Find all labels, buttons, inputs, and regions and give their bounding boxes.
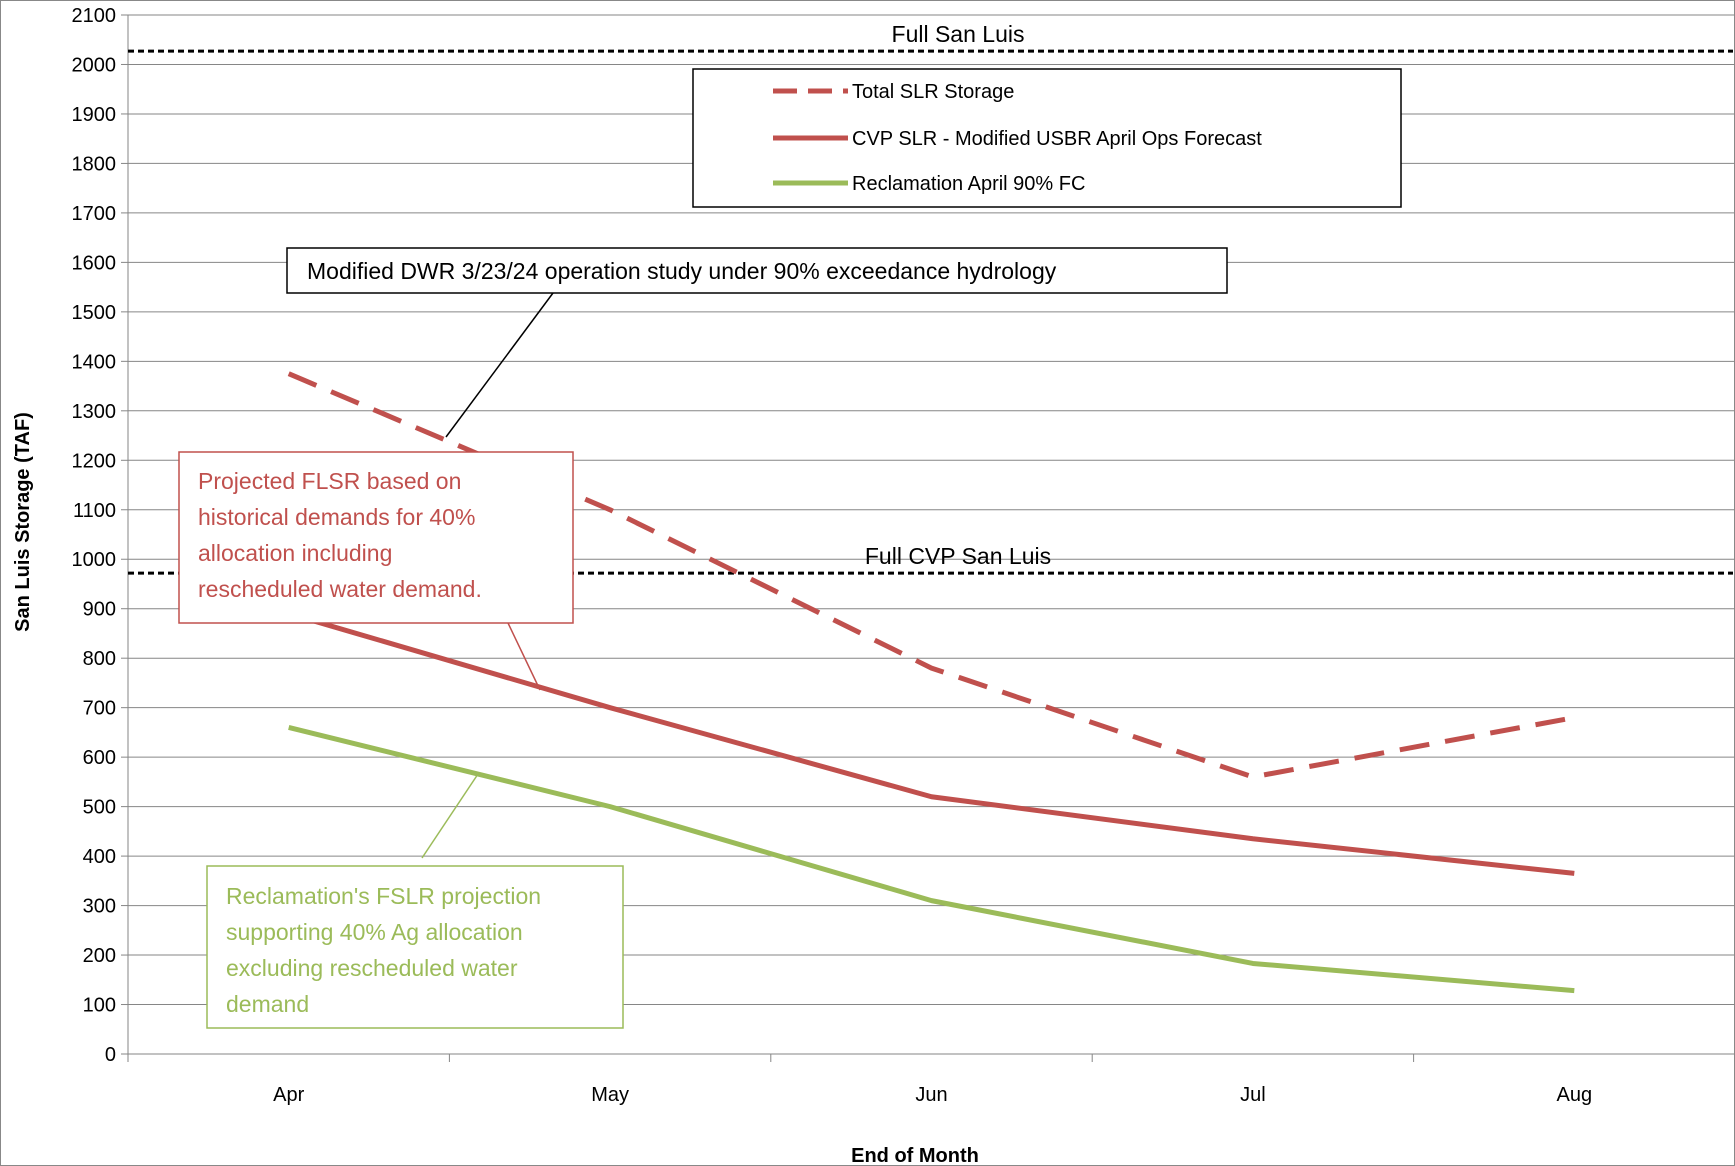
y-tick-label: 2000 [72, 54, 117, 76]
callout-text: rescheduled water demand. [198, 576, 482, 602]
y-tick-label: 300 [83, 896, 116, 918]
callout-text: Projected FLSR based on [198, 468, 461, 494]
y-tick-label: 1500 [72, 302, 117, 324]
x-tick-label: Apr [273, 1084, 304, 1106]
y-tick-label: 500 [83, 797, 116, 819]
y-tick-label: 1400 [72, 351, 117, 373]
y-axis-title: San Luis Storage (TAF) [12, 412, 34, 632]
y-tick-label: 1200 [72, 450, 117, 472]
y-tick-label: 700 [83, 698, 116, 720]
y-tick-label: 800 [83, 648, 116, 670]
y-tick-label: 1600 [72, 252, 117, 274]
callout-box [178, 451, 574, 624]
y-tick-label: 0 [105, 1044, 116, 1066]
callout-box [286, 247, 1228, 294]
callout-box [206, 865, 624, 1029]
callout-connector [507, 622, 541, 691]
x-tick-label: Jul [1240, 1084, 1266, 1106]
callout-connector [445, 292, 554, 438]
series-line [288, 725, 1575, 994]
y-tick-label: 1100 [73, 500, 116, 522]
series-line [287, 611, 1575, 876]
annotations: Modified DWR 3/23/24 operation study und… [178, 247, 1228, 1029]
x-tick-label: Aug [1557, 1084, 1593, 1106]
y-tick-label: 2100 [72, 5, 117, 27]
y-tick-label: 900 [83, 599, 116, 621]
reference-lines: Full San Luis Full CVP San Luis [128, 21, 1733, 575]
y-axis: 0 100 200 300 400 500 600 700 800 900 1000 1100 1200… [72, 5, 129, 1066]
x-tick-label: May [591, 1084, 629, 1106]
y-tick-label: 600 [83, 747, 116, 769]
callout-text: allocation including [198, 540, 392, 566]
y-tick-label: 1700 [72, 203, 117, 225]
x-tick-label: Jun [915, 1084, 947, 1106]
x-axis-title: End of Month [851, 1145, 979, 1166]
legend: Total SLR Storage CVP SLR - Modified USBR… [692, 68, 1402, 208]
x-axis: Apr May Jun Jul Aug [127, 1053, 1735, 1106]
callout-connector [421, 773, 479, 859]
legend-label: Total SLR Storage [852, 81, 1014, 103]
callout-text: historical demands for 40% [198, 504, 475, 530]
y-tick-label: 1300 [72, 401, 117, 423]
y-tick-label: 1000 [72, 549, 117, 571]
legend-label: Reclamation April 90% FC [852, 173, 1085, 195]
y-tick-label: 400 [83, 846, 116, 868]
y-tick-label: 100 [83, 995, 116, 1017]
callout-text: excluding rescheduled water [226, 955, 518, 981]
callout-text: Modified DWR 3/23/24 operation study und… [307, 258, 1057, 284]
callout-text: demand [226, 991, 309, 1017]
reference-line-label: Full San Luis [892, 21, 1025, 47]
y-tick-label: 200 [83, 945, 116, 967]
y-tick-label: 1900 [72, 104, 117, 126]
y-tick-label: 1800 [72, 153, 117, 175]
legend-label: CVP SLR - Modified USBR April Ops Foreca… [852, 128, 1262, 150]
callout-text: supporting 40% Ag allocation [226, 919, 523, 945]
callout-text: Reclamation's FSLR projection [226, 883, 541, 909]
reference-line-label: Full CVP San Luis [865, 543, 1051, 569]
